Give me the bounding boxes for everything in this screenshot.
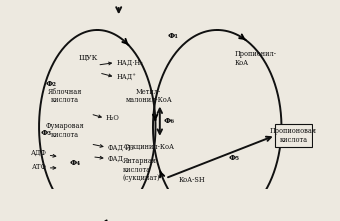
- Text: Φ₃: Φ₃: [40, 129, 51, 137]
- Text: ФАД: ФАД: [107, 154, 123, 162]
- Text: Сукцинил-КоА: Сукцинил-КоА: [123, 143, 174, 151]
- Text: Н₂О: Н₂О: [106, 114, 120, 122]
- Text: КоА-SH: КоА-SH: [178, 176, 205, 184]
- Text: Янтарная
кислота
(сукцинат): Янтарная кислота (сукцинат): [123, 157, 160, 182]
- Text: Φ₅: Φ₅: [229, 154, 240, 162]
- Text: Φ₁: Φ₁: [168, 32, 178, 40]
- Text: Пропионовая
кислота: Пропионовая кислота: [270, 127, 317, 144]
- Text: Фумаровая
кислота: Фумаровая кислота: [46, 122, 84, 139]
- Text: ЩУК: ЩУК: [79, 54, 98, 62]
- Text: ФАД·Н₂: ФАД·Н₂: [107, 143, 134, 151]
- Text: Φ₆: Φ₆: [164, 117, 175, 125]
- Text: Метил-
малонил-КоА: Метил- малонил-КоА: [125, 88, 172, 104]
- Text: АДФ: АДФ: [31, 149, 47, 156]
- Text: НАД·Н₂: НАД·Н₂: [116, 59, 143, 67]
- Text: НАД⁺: НАД⁺: [116, 73, 136, 81]
- Text: Яблочная
кислота: Яблочная кислота: [48, 88, 82, 104]
- Text: Пропионил-
КоА: Пропионил- КоА: [234, 50, 276, 67]
- FancyBboxPatch shape: [275, 124, 312, 147]
- Text: Φ₄: Φ₄: [69, 159, 81, 167]
- Text: Φ₂: Φ₂: [46, 80, 56, 88]
- Text: АТФ: АТФ: [32, 163, 47, 171]
